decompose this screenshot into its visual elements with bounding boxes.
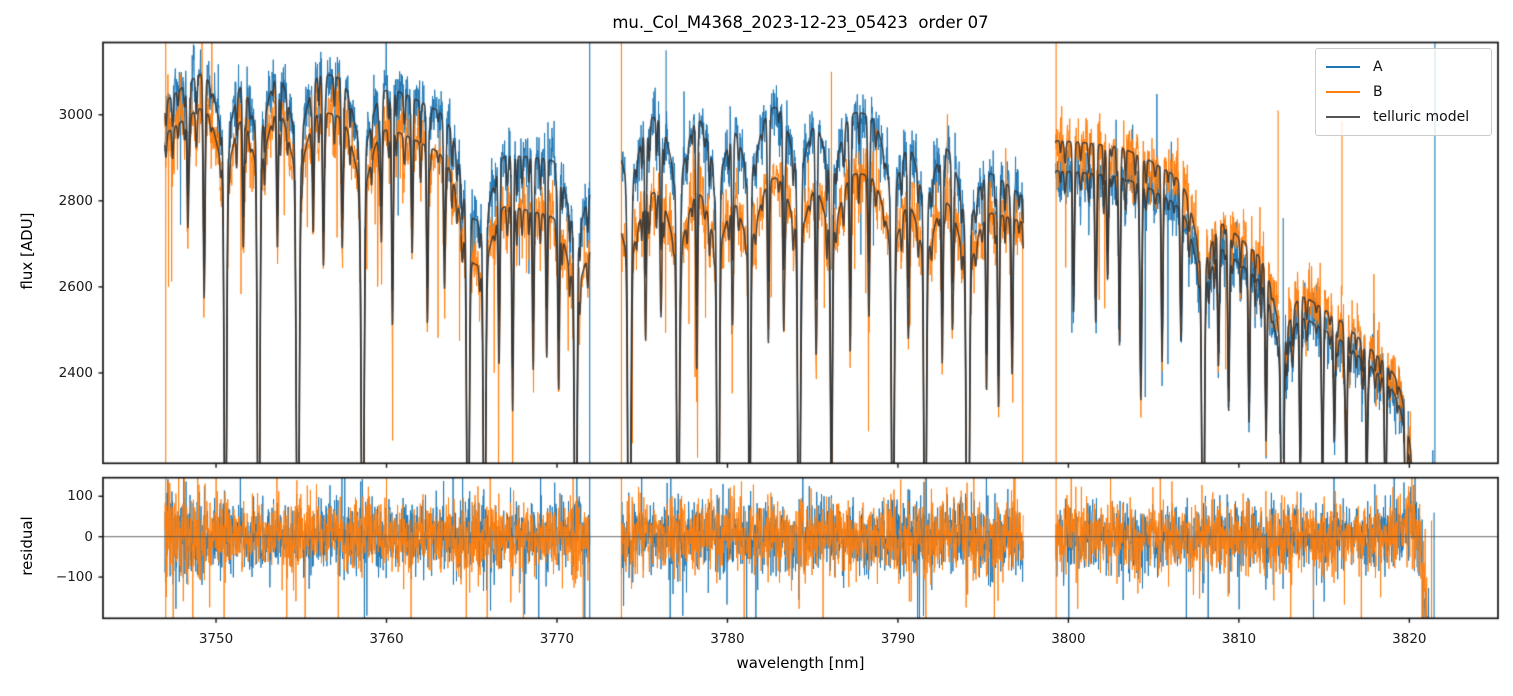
y-tick-label-flux: 2800 [58, 192, 93, 209]
legend-line-swatch-telluric [1326, 116, 1360, 119]
x-tick-label: 3820 [1392, 631, 1427, 647]
y-tick-label-residual: 100 [67, 488, 93, 505]
x-tick-label: 3800 [1051, 631, 1086, 647]
legend-label-a: A [1373, 58, 1383, 75]
x-tick-label: 3750 [198, 631, 234, 647]
y-tick-label-residual: −100 [55, 569, 93, 586]
legend-label-b: B [1373, 83, 1383, 100]
y-tick-label-flux: 2600 [58, 278, 93, 295]
x-tick-label: 3810 [1221, 631, 1257, 647]
legend-item-a: A [1326, 59, 1481, 75]
legend-item-telluric-model: telluric model [1326, 109, 1481, 125]
y-axis-label-residual: residual [18, 516, 36, 576]
y-tick-label-residual: 0 [84, 528, 93, 545]
y-tick-label-flux: 3000 [58, 106, 93, 123]
legend-item-b: B [1326, 84, 1481, 100]
legend-line-swatch-b [1326, 90, 1360, 93]
x-tick-label: 3760 [369, 631, 404, 647]
legend-label-telluric: telluric model [1373, 109, 1470, 126]
y-tick-label-flux: 2400 [58, 364, 93, 381]
x-axis-label: wavelength [nm] [736, 654, 865, 672]
x-tick-label: 3790 [880, 631, 916, 647]
legend-line-swatch-a [1326, 65, 1360, 68]
legend: A B telluric model [1315, 48, 1492, 136]
x-tick-label: 3770 [539, 631, 575, 647]
x-tick-label: 3780 [710, 631, 745, 647]
plot-title: mu._Col_M4368_2023-12-23_05423 order 07 [612, 13, 989, 32]
y-axis-label-flux: flux [ADU] [18, 212, 36, 290]
